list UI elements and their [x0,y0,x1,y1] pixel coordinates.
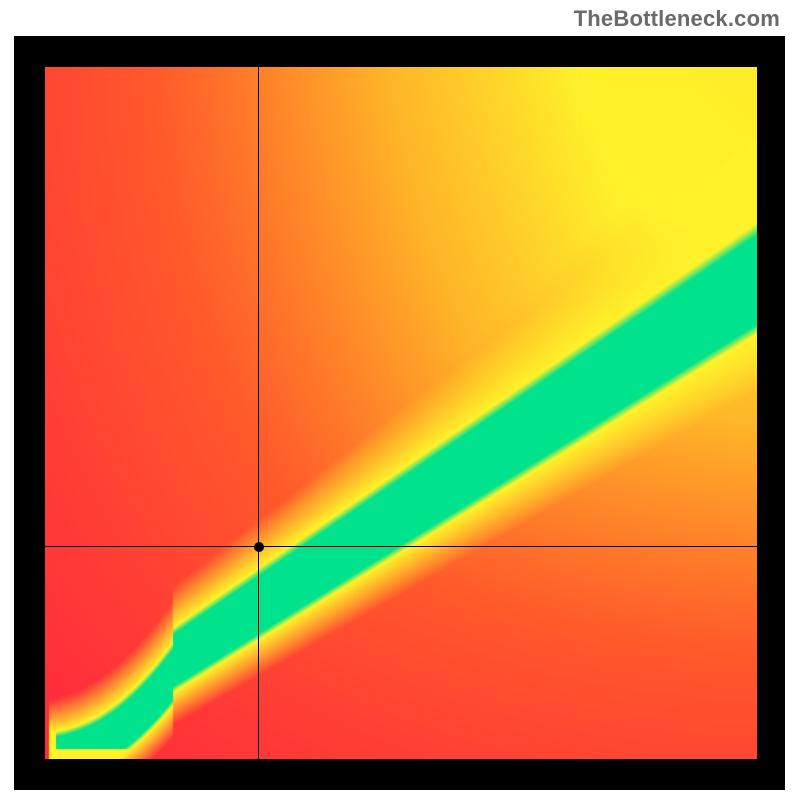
crosshair-vertical [258,67,259,759]
bottleneck-heatmap [45,67,757,759]
crosshair-horizontal [45,546,757,547]
chart-frame [14,36,785,790]
marker-dot [254,542,264,552]
stage: TheBottleneck.com [0,0,800,800]
watermark-text: TheBottleneck.com [574,6,780,32]
